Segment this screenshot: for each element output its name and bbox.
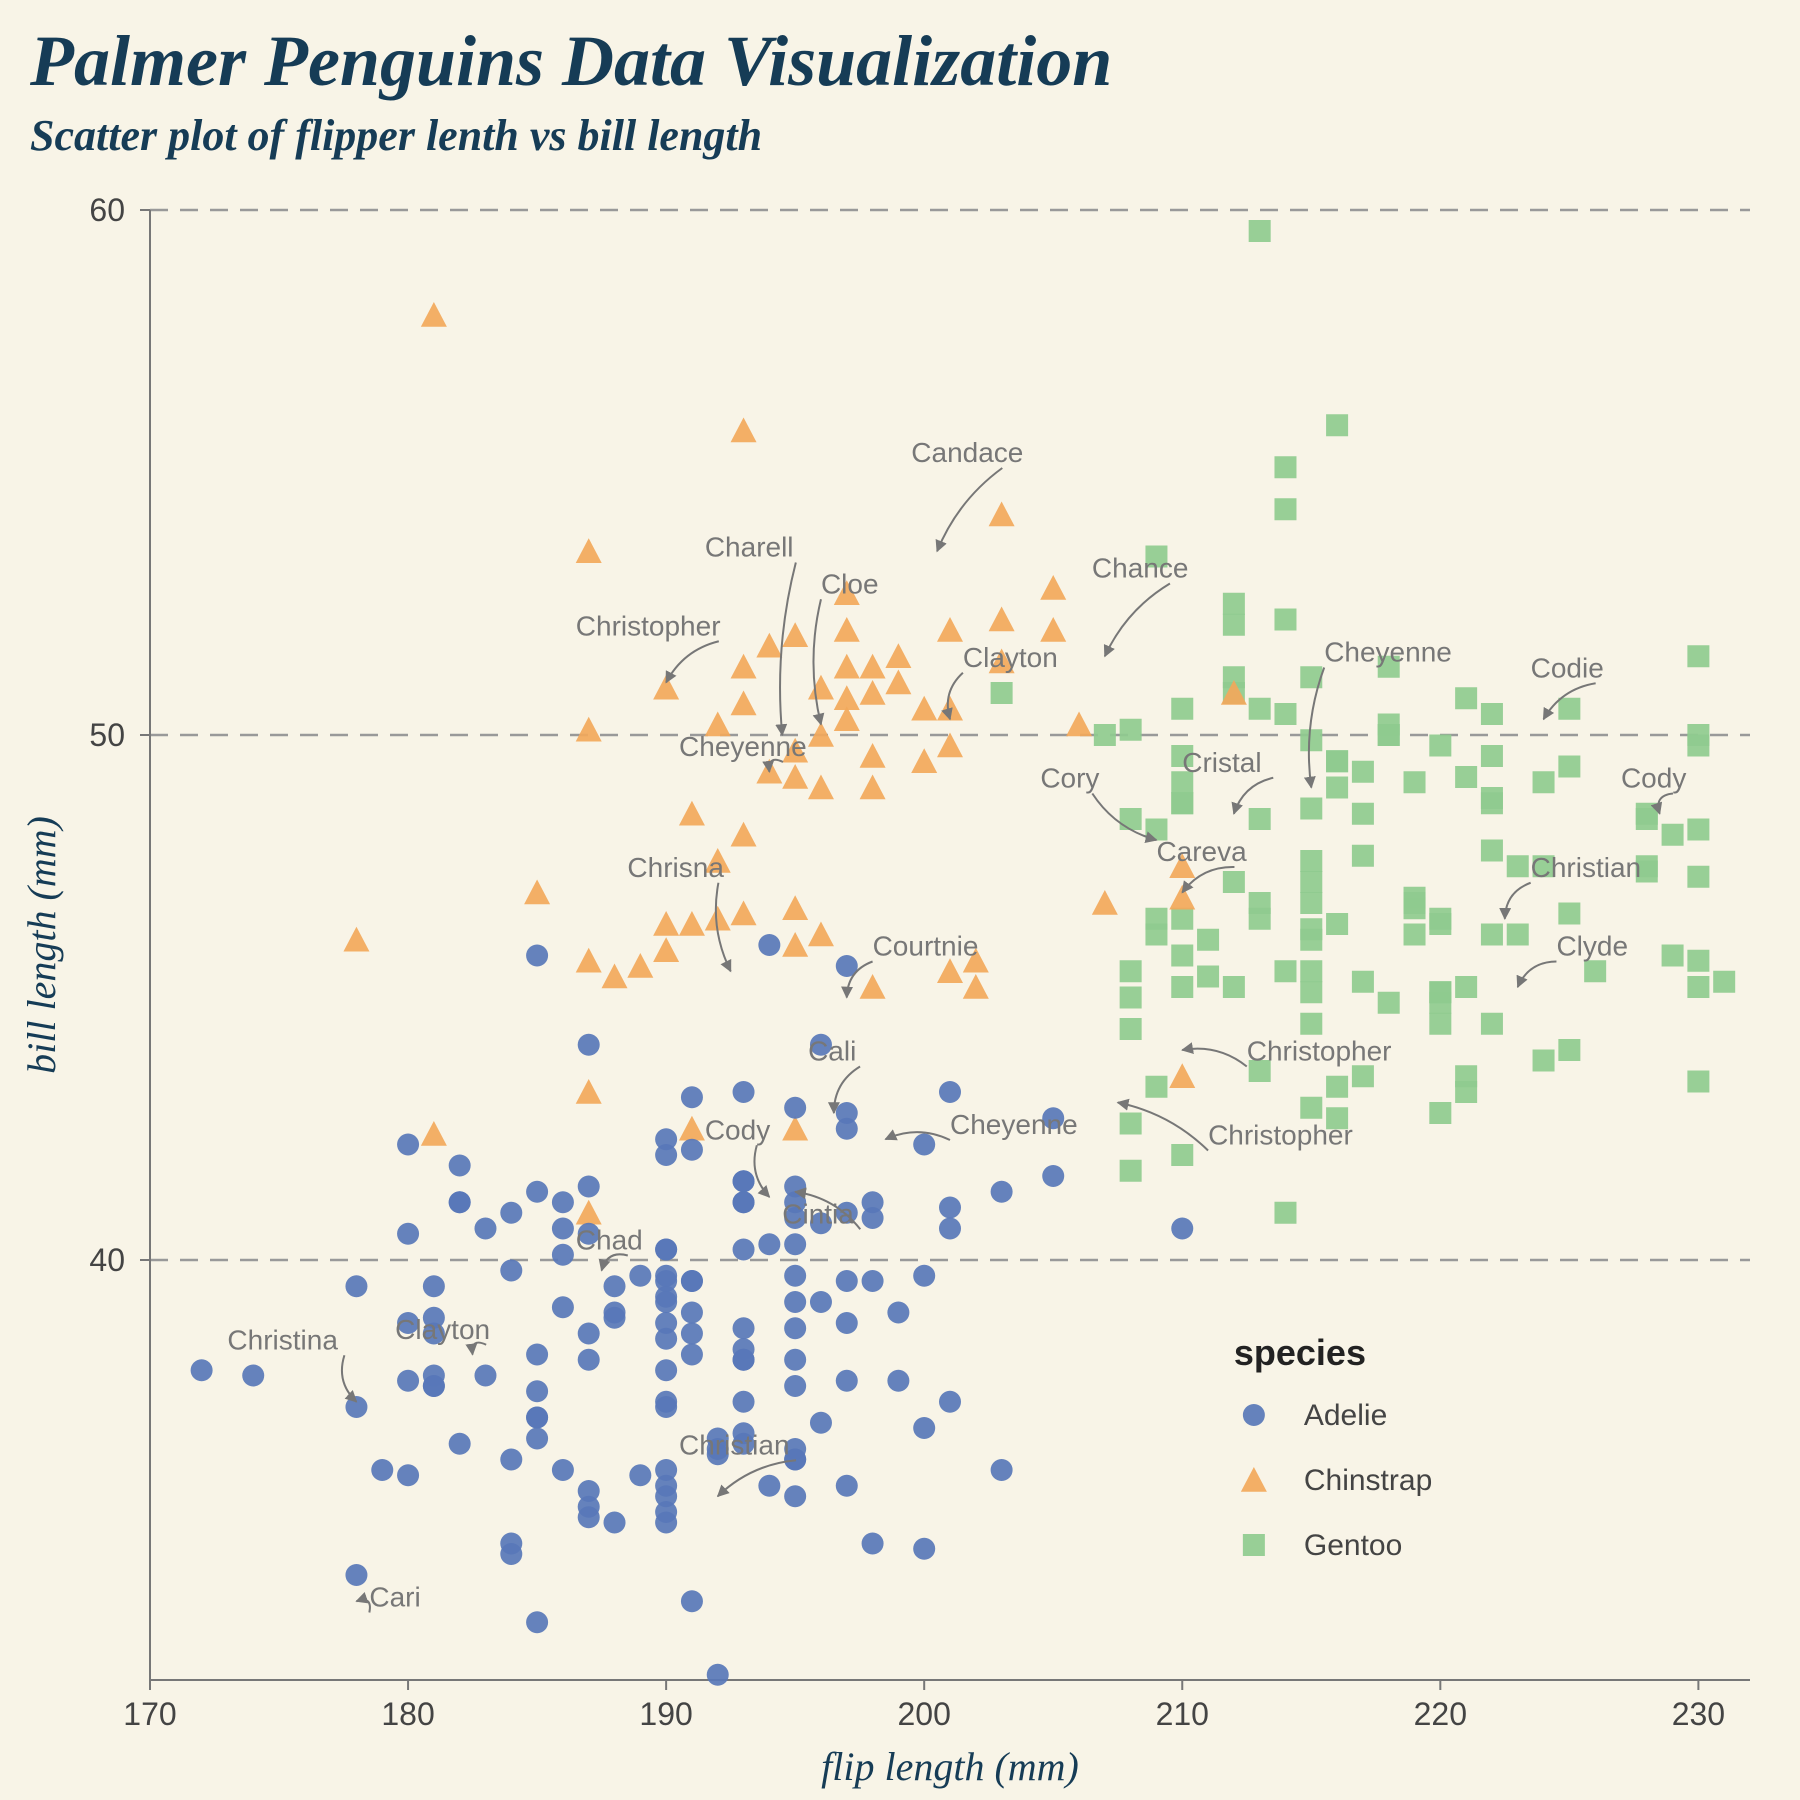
legend: species Adelie Chinstrap Gentoo: [1234, 1332, 1432, 1562]
svg-text:Codie: Codie: [1531, 652, 1604, 683]
svg-text:Cory: Cory: [1040, 763, 1099, 794]
svg-text:Chad: Chad: [576, 1225, 643, 1256]
svg-text:210: 210: [1156, 1696, 1209, 1732]
annotations: Candace Charell Cloe Chance Christopher Clayt…: [227, 437, 1686, 1613]
svg-text:Christopher: Christopher: [1247, 1036, 1392, 1067]
svg-text:220: 220: [1414, 1696, 1467, 1732]
svg-text:50: 50: [89, 717, 125, 753]
scatter-plot: 170 180 190 200 210 220 230 40 50 60 flip length (…: [0, 0, 1800, 1800]
svg-text:Cody: Cody: [1621, 763, 1686, 794]
svg-text:Gentoo: Gentoo: [1304, 1529, 1402, 1562]
svg-text:Candace: Candace: [911, 437, 1023, 468]
svg-text:60: 60: [89, 192, 125, 228]
chart-container: Palmer Penguins Data Visualization Scatt…: [0, 0, 1800, 1800]
svg-text:170: 170: [123, 1696, 176, 1732]
svg-text:species: species: [1234, 1332, 1366, 1373]
svg-text:Christian: Christian: [679, 1429, 789, 1460]
svg-text:Cali: Cali: [808, 1036, 856, 1067]
svg-text:Cintia: Cintia: [782, 1198, 854, 1229]
svg-text:Cari: Cari: [369, 1582, 420, 1613]
svg-text:Christopher: Christopher: [1208, 1120, 1353, 1151]
svg-text:Careva: Careva: [1156, 836, 1247, 867]
svg-text:Clyde: Clyde: [1556, 931, 1628, 962]
svg-text:Charell: Charell: [705, 532, 794, 563]
svg-text:Chance: Chance: [1092, 553, 1189, 584]
svg-text:Adelie: Adelie: [1304, 1399, 1387, 1432]
svg-text:230: 230: [1672, 1696, 1725, 1732]
svg-text:Christopher: Christopher: [576, 610, 721, 641]
svg-text:Chrisna: Chrisna: [627, 852, 724, 883]
svg-text:Cloe: Cloe: [821, 568, 879, 599]
svg-text:flip length (mm): flip length (mm): [821, 1744, 1079, 1789]
svg-text:Cheyenne: Cheyenne: [679, 731, 807, 762]
svg-text:Cody: Cody: [705, 1114, 770, 1145]
svg-text:200: 200: [897, 1696, 950, 1732]
svg-text:Cristal: Cristal: [1182, 747, 1261, 778]
svg-text:Christina: Christina: [227, 1324, 338, 1355]
svg-text:Clayton: Clayton: [963, 642, 1058, 673]
svg-text:Cheyenne: Cheyenne: [1324, 637, 1452, 668]
svg-text:Courtnie: Courtnie: [873, 931, 979, 962]
svg-text:190: 190: [639, 1696, 692, 1732]
svg-text:Christian: Christian: [1531, 852, 1641, 883]
svg-text:Cheyenne: Cheyenne: [950, 1109, 1078, 1140]
svg-text:Clayton: Clayton: [395, 1314, 490, 1345]
svg-text:bill length (mm): bill length (mm): [19, 816, 64, 1074]
svg-text:40: 40: [89, 1242, 125, 1278]
svg-text:180: 180: [381, 1696, 434, 1732]
svg-text:Chinstrap: Chinstrap: [1304, 1464, 1432, 1497]
